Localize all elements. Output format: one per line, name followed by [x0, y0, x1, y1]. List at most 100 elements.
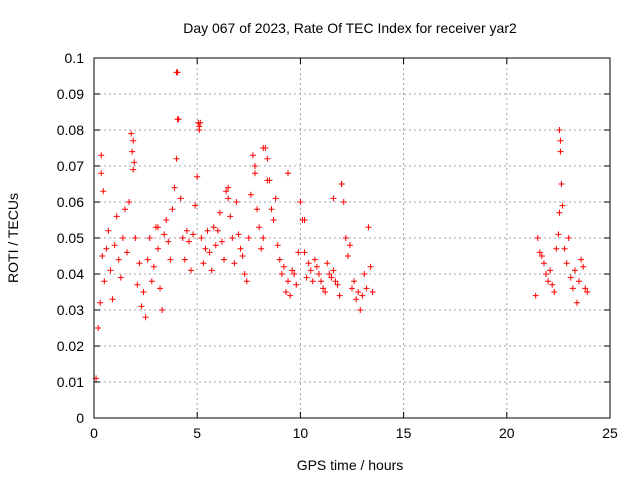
data-point: [307, 267, 314, 274]
data-point: [556, 127, 563, 133]
data-point: [305, 260, 312, 267]
data-point: [150, 263, 157, 270]
data-point: [197, 119, 204, 126]
data-point: [367, 263, 374, 270]
data-point: [161, 231, 168, 238]
data-point: [190, 231, 197, 238]
data-point: [130, 137, 137, 144]
data-point: [545, 278, 552, 285]
data-point: [169, 206, 176, 213]
data-point: [349, 285, 355, 292]
data-point: [97, 299, 104, 306]
data-point: [148, 278, 155, 285]
data-point: [117, 274, 124, 281]
data-point: [256, 224, 263, 231]
y-tick-label: 0.04: [57, 266, 84, 282]
data-point: [98, 170, 105, 177]
chart-title: Day 067 of 2023, Rate Of TEC Index for r…: [183, 20, 517, 36]
x-tick-label: 25: [602, 425, 618, 441]
data-point: [355, 289, 362, 295]
data-point: [536, 249, 543, 256]
data-point: [346, 242, 353, 249]
data-point: [538, 253, 545, 259]
data-point: [353, 296, 360, 303]
data-point: [268, 206, 275, 213]
data-point: [138, 303, 145, 310]
data-point: [134, 281, 141, 288]
data-point: [251, 170, 258, 177]
data-point: [188, 267, 195, 274]
data-point: [113, 213, 120, 220]
data-point: [229, 235, 236, 241]
data-point: [264, 155, 271, 162]
data-point: [206, 249, 213, 256]
data-point: [342, 235, 349, 241]
data-point: [361, 271, 368, 277]
data-point: [225, 184, 232, 191]
axes-layer: 0 5 10 15 20 25 0 0.01 0.02 0.03 0.04 0.05 0.06 0.07 0…: [57, 50, 618, 441]
data-point: [543, 271, 550, 277]
data-point: [208, 267, 215, 274]
data-point: [194, 173, 201, 180]
data-point: [301, 217, 308, 223]
data-point: [264, 177, 271, 184]
data-point: [582, 285, 589, 292]
y-tick-label: 0.05: [57, 230, 84, 246]
data-point: [247, 191, 254, 198]
data-point: [272, 195, 279, 202]
data-point: [344, 253, 351, 259]
data-point: [154, 245, 161, 252]
data-point: [200, 260, 207, 267]
data-point: [280, 263, 287, 270]
data-point: [315, 271, 322, 277]
data-point: [351, 278, 358, 285]
data-point: [573, 299, 580, 306]
data-point: [303, 274, 310, 281]
data-point: [177, 195, 184, 202]
data-point: [557, 137, 564, 144]
data-point: [540, 260, 547, 267]
data-point: [328, 274, 335, 281]
data-point: [223, 188, 230, 195]
data-point: [547, 267, 554, 274]
data-point: [558, 181, 565, 187]
data-point: [534, 235, 541, 241]
data-point: [578, 256, 585, 263]
data-point: [532, 292, 539, 299]
data-point: [233, 199, 240, 205]
data-point: [227, 213, 234, 220]
data-point: [278, 271, 285, 277]
data-point: [330, 195, 337, 202]
data-point: [249, 152, 256, 159]
data-point: [126, 199, 133, 205]
data-point: [363, 285, 370, 292]
data-point: [258, 245, 265, 252]
data-point: [322, 289, 329, 295]
data-point: [301, 249, 308, 256]
data-point: [136, 260, 143, 267]
data-point: [163, 217, 170, 223]
y-tick-label: 0.1: [65, 50, 85, 66]
data-point: [243, 278, 250, 285]
data-point: [357, 307, 364, 313]
data-point: [571, 267, 578, 274]
data-point: [109, 296, 116, 303]
data-point: [100, 188, 107, 195]
data-point: [121, 206, 128, 213]
data-point: [555, 231, 562, 238]
data-point: [241, 271, 248, 277]
x-tick-label: 20: [499, 425, 515, 441]
data-point: [196, 123, 203, 130]
data-point: [198, 235, 205, 241]
data-point: [221, 256, 228, 263]
data-point: [132, 235, 139, 241]
data-point: [251, 163, 258, 169]
y-tick-label: 0.02: [57, 338, 84, 354]
data-point: [260, 235, 267, 241]
data-point: [549, 281, 556, 288]
data-point: [559, 202, 566, 209]
y-tick-label: 0.07: [57, 158, 84, 174]
data-point: [107, 267, 114, 274]
data-point: [99, 253, 106, 259]
